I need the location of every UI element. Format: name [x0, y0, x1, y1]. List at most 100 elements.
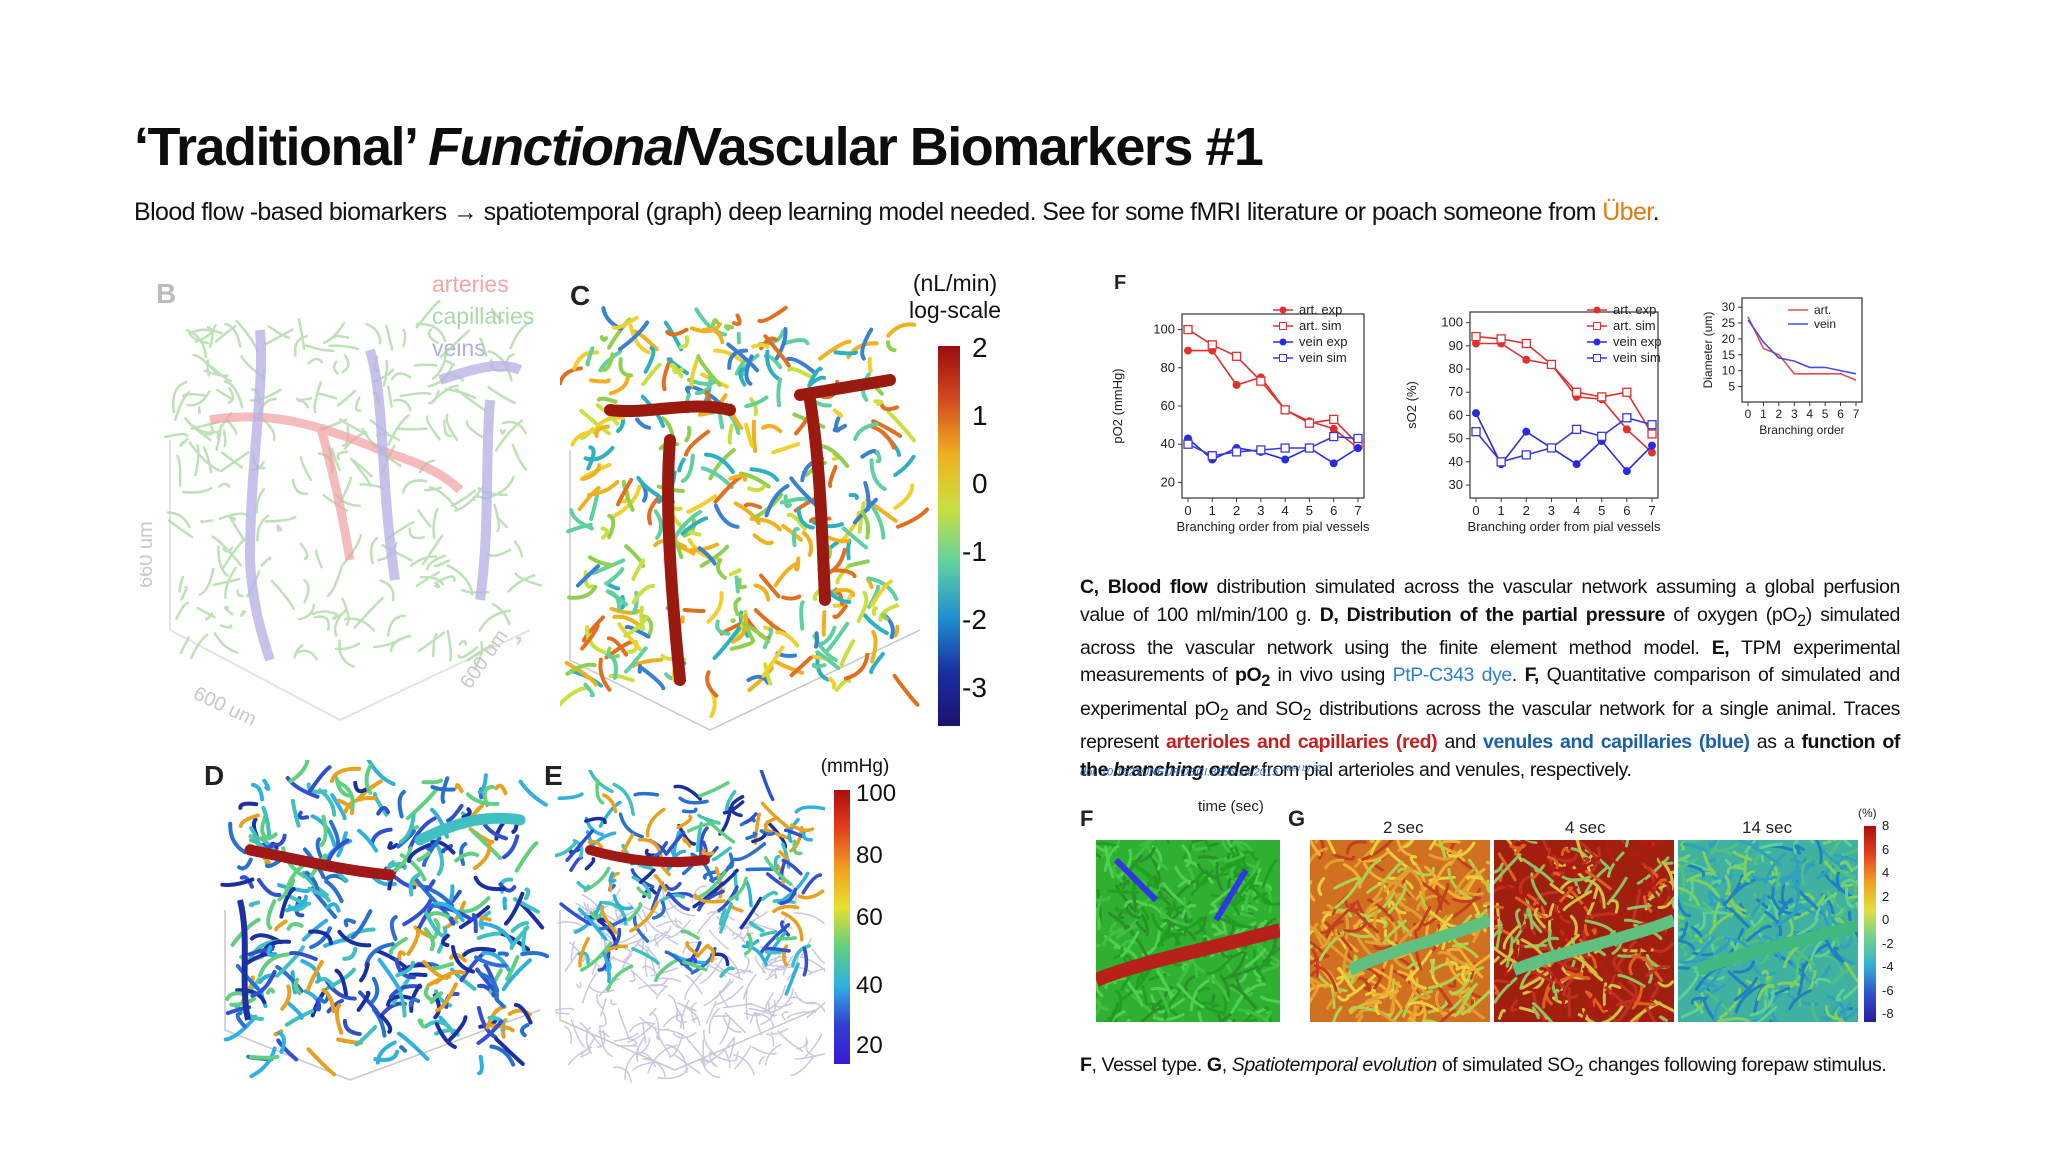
vessel-segment — [256, 514, 270, 542]
vessel-segment — [1524, 896, 1534, 930]
vessel-segment — [597, 396, 618, 404]
vessel-segment — [728, 568, 742, 577]
vessel-segment — [334, 642, 361, 651]
vessel-segment — [1678, 912, 1682, 928]
legend-marker — [1279, 322, 1287, 330]
vessel-segment — [1778, 899, 1794, 905]
vessel-segment — [577, 907, 608, 941]
uber-link[interactable]: Über — [1602, 198, 1653, 226]
vessel-segment — [642, 1057, 666, 1077]
vessel-segment — [408, 527, 426, 540]
vessel-segment — [727, 423, 734, 445]
artery-measured — [585, 845, 710, 867]
doi-link[interactable]: doi: 10.1523/JNEUROSCI.3555-14.2015 Cite… — [1080, 764, 1322, 779]
vessel-segment — [730, 794, 745, 810]
vessel-segment — [819, 444, 850, 468]
vessel-segment — [1701, 847, 1716, 875]
vessel-segment — [1825, 1002, 1841, 1022]
vessel-segment — [1461, 989, 1490, 1016]
vessel-segment — [599, 998, 607, 1017]
vessel-segment — [336, 450, 349, 461]
vessel-segment — [589, 378, 611, 384]
vessel-segment — [1406, 1006, 1426, 1017]
vessel-segment — [1553, 871, 1561, 877]
vessel-segment — [751, 343, 770, 349]
vessel-segment — [687, 820, 719, 833]
vessel-segment — [785, 356, 818, 376]
vessel-segment — [1230, 987, 1250, 1015]
vessel-segment — [1814, 894, 1834, 921]
vessel-segment — [382, 359, 389, 387]
vessel-segment — [1541, 840, 1557, 859]
vessel-segment — [266, 945, 278, 957]
vessel-legend: arteries capillaries veins — [432, 268, 534, 364]
vessel-segment — [303, 579, 310, 604]
vessel-segment — [235, 1011, 247, 1029]
bottom-caption: F, Vessel type. G, Spatiotemporal evolut… — [1080, 1054, 1887, 1080]
legend-marker — [1593, 322, 1601, 330]
vessel-segment — [1349, 932, 1374, 939]
vessel-segment — [342, 946, 358, 961]
vessel-segment — [478, 910, 492, 930]
vessel-segment — [1670, 952, 1674, 960]
vessel-segment — [179, 636, 190, 655]
vessel-segment — [1326, 990, 1338, 1010]
vessel-segment — [401, 479, 428, 494]
vessel-segment — [1392, 957, 1411, 970]
vessel-type-panel — [1096, 840, 1280, 1022]
vessel-segment — [191, 328, 223, 335]
vessel-segment — [176, 454, 182, 487]
vessel-segment — [718, 990, 729, 1009]
vessel-segment — [1659, 1015, 1668, 1022]
vessel-segment — [1355, 996, 1381, 1019]
vessel-segment — [696, 354, 722, 387]
vessel-segment — [397, 950, 406, 962]
vessel-segment — [808, 366, 823, 385]
dye-link[interactable]: PtP-C343 dye — [1392, 664, 1513, 687]
vessel-segment — [502, 896, 508, 911]
vessel-segment — [1823, 860, 1837, 875]
vessel-segment — [653, 509, 664, 540]
data-point — [1572, 460, 1581, 469]
vessel-segment — [217, 482, 231, 488]
vessel-segment — [757, 305, 788, 324]
vessel-segment — [1767, 885, 1775, 900]
vessel-segment — [728, 473, 748, 482]
vessel-segment — [392, 398, 412, 412]
vessel-segment — [629, 900, 659, 933]
panel-label-f-bottom: F — [1080, 806, 1094, 831]
vessel-segment — [196, 606, 216, 619]
vessel-segment — [1325, 920, 1344, 939]
vessel-segment — [824, 621, 850, 654]
vessel-segment — [794, 556, 801, 572]
vessel-segment — [1115, 924, 1138, 939]
vessel-segment — [227, 387, 235, 404]
vessel-segment — [860, 510, 871, 540]
vessel-segment — [223, 1014, 258, 1042]
vessel-segment — [600, 352, 615, 372]
vessel-segment — [1581, 993, 1597, 1022]
vessel-segment — [1575, 898, 1596, 916]
vessel-segment — [430, 839, 456, 855]
vessel-segment — [1382, 919, 1407, 945]
vessel-segment — [586, 445, 596, 471]
vessel-segment — [771, 442, 801, 455]
vessel-segment — [752, 533, 774, 546]
vessel-segment — [225, 991, 247, 1001]
vessel-segment — [715, 558, 727, 580]
vessel-segment — [1156, 932, 1187, 948]
vessel-segment — [1680, 840, 1704, 843]
vessel-segment — [1651, 942, 1674, 953]
vessel-segment — [880, 612, 889, 621]
vessel-segment — [746, 674, 770, 685]
vessel-segment — [1713, 840, 1720, 851]
vessel-segment — [649, 1007, 657, 1017]
vessel-segment — [630, 970, 658, 996]
x-tick-label: 1 — [1209, 503, 1216, 518]
vessel-segment — [1786, 917, 1794, 938]
vessel-segment — [1232, 872, 1258, 904]
vessel-segment — [653, 1027, 672, 1057]
vessel-segment — [751, 833, 767, 844]
vessel-mesh — [1096, 840, 1280, 1022]
vessel-segment — [1640, 874, 1662, 894]
